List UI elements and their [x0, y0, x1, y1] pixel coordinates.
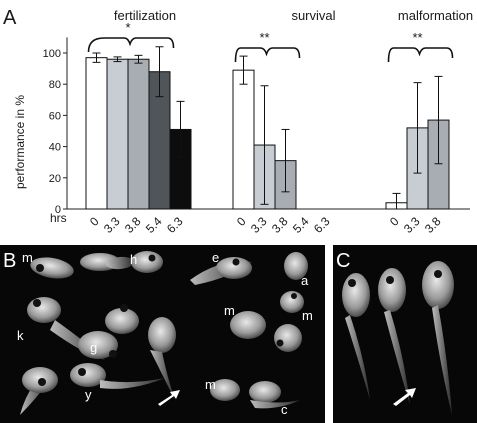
significance-bracket [234, 47, 301, 63]
group-title: malformation [398, 8, 473, 23]
photo-label: k [17, 328, 24, 343]
x-tick-label: 6.3 [164, 214, 186, 236]
panel-label-b: B [3, 250, 16, 272]
significance-label: ** [259, 30, 269, 45]
y-tick-label: 0 [55, 204, 61, 216]
significance-bracket [87, 37, 175, 53]
x-axis-label: hrs [50, 211, 67, 225]
tadpole-photo-c [342, 261, 454, 415]
tadpole-photo-b [20, 251, 308, 415]
y-tick-label: 60 [49, 110, 61, 122]
photo-label: m [302, 308, 313, 323]
arrow-icon [158, 390, 180, 406]
photo-b-labels: m h e a k g m m y m c [17, 250, 313, 417]
arrow-icon [393, 388, 416, 406]
panel-label-c: C [336, 250, 350, 272]
x-tick-label: 3.8 [122, 214, 144, 236]
y-tick-label: 80 [49, 79, 61, 91]
group-title: survival [291, 8, 335, 23]
significance-bracket [387, 47, 454, 63]
photo-label: e [212, 250, 219, 265]
bar [85, 57, 108, 210]
photo-label: m [224, 303, 235, 318]
y-tick-label: 40 [49, 142, 61, 154]
x-tick-label: 3.8 [269, 214, 291, 236]
x-tick-label: 3.3 [248, 214, 270, 236]
x-tick-label: 5.4 [143, 214, 165, 236]
y-axis-label: performance in % [13, 95, 27, 189]
x-tick-label: 6.3 [311, 214, 333, 236]
photo-panel-b: m h e a k g m m y m c B [0, 245, 325, 423]
x-tick-label: 5.4 [290, 214, 312, 236]
x-tick-label: 3.3 [101, 214, 123, 236]
bar [127, 58, 150, 210]
significance-label: * [125, 20, 130, 35]
photo-label: a [301, 273, 309, 288]
bar [232, 69, 255, 210]
y-tick-label: 100 [43, 48, 61, 60]
group-title: fertilization [114, 8, 176, 23]
x-tick-label: 3.8 [422, 214, 444, 236]
panel-label-a: A [3, 7, 17, 29]
x-tick-label: 0 [234, 214, 249, 229]
photo-label: m [22, 250, 33, 265]
photo-panel-c: C [333, 245, 477, 423]
x-tick-label: 0 [87, 214, 102, 229]
y-tick-label: 20 [49, 173, 61, 185]
photo-label: h [130, 252, 137, 267]
photo-label: g [90, 340, 97, 355]
photo-label: c [281, 402, 288, 417]
significance-label: ** [412, 30, 422, 45]
x-tick-label: 3.3 [401, 214, 423, 236]
bar [106, 58, 129, 210]
x-tick-label: 0 [387, 214, 402, 229]
photo-label: y [85, 387, 92, 402]
photo-label: m [205, 377, 216, 392]
